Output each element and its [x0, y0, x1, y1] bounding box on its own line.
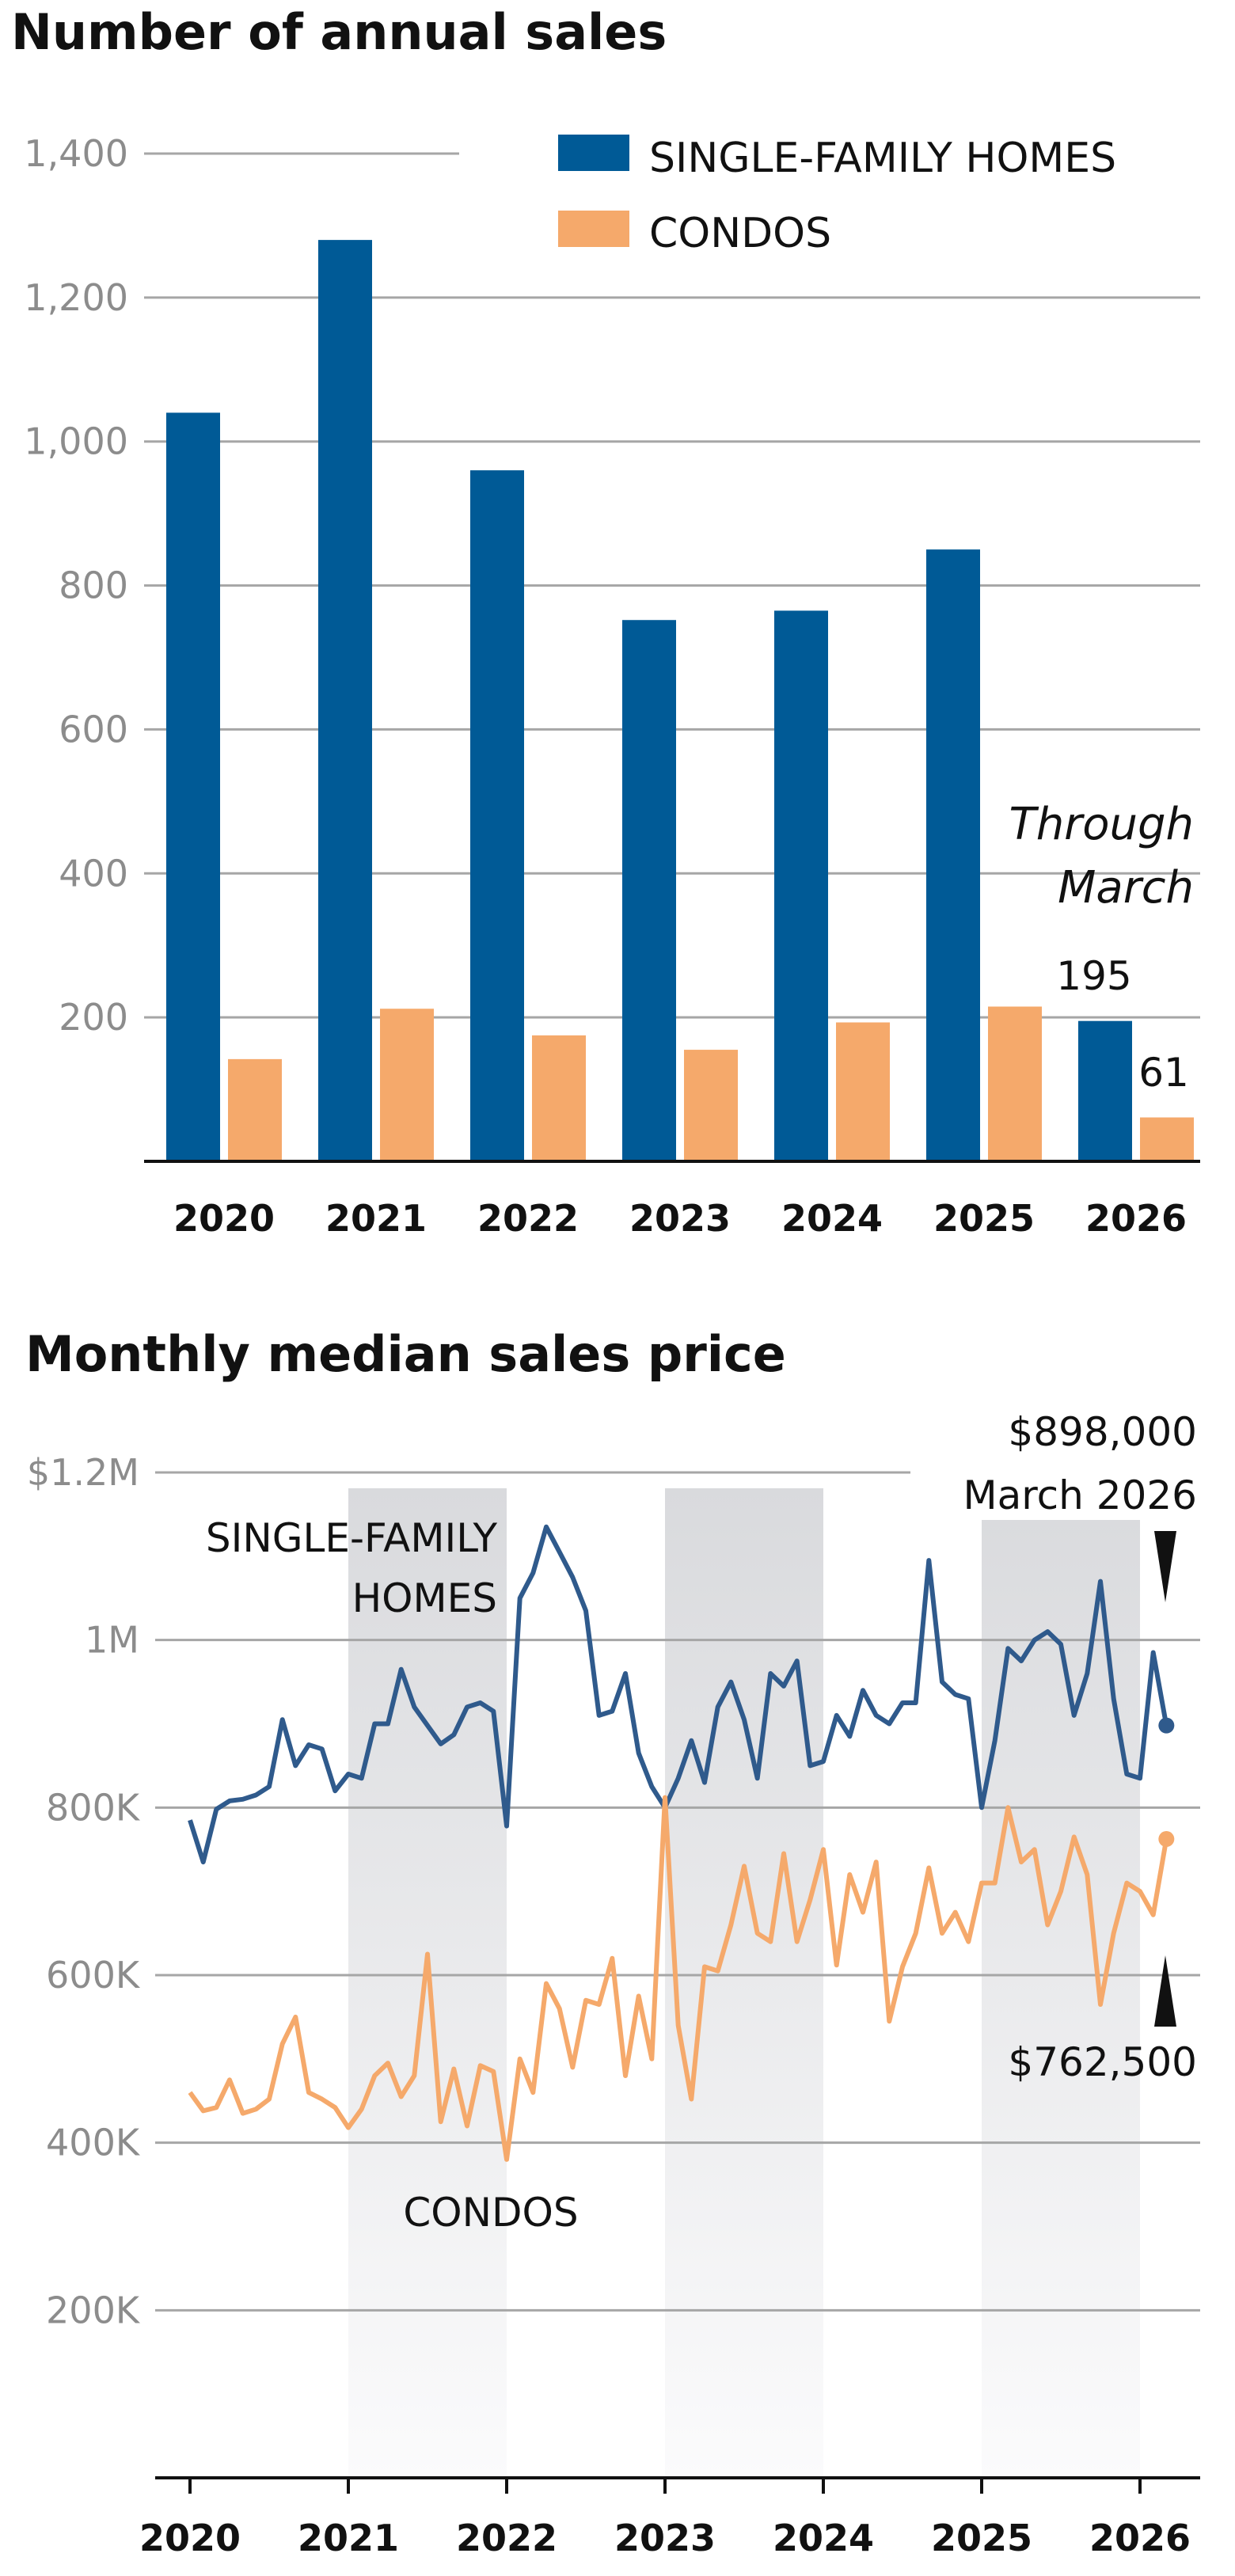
bar-chart-x-ticks: 2020 2021 2022 2023 2024 2025 2026	[173, 1197, 1187, 1240]
condos-bar-2020	[228, 1058, 282, 1161]
bar-y-tick-label: 1,200	[24, 276, 128, 319]
bar-chart-title: Number of annual sales	[11, 3, 667, 61]
bar-y-tick-label: 600	[59, 708, 128, 750]
legend-label-single-family: SINGLE-FAMILY HOMES	[649, 135, 1116, 182]
condos-bar-2022	[532, 1035, 586, 1161]
line-x-tick-label: 2025	[931, 2517, 1032, 2559]
line-chart-title: Monthly median sales price	[25, 1325, 786, 1383]
single-family-bar-2020	[166, 412, 220, 1161]
single-family-last-value: $898,000	[1008, 1409, 1197, 1455]
line-y-tick-label: 600K	[46, 1954, 141, 1997]
legend-swatch-condos	[558, 211, 629, 247]
condos-last-value: $762,500	[1008, 2039, 1197, 2085]
bar-y-tick-label: 800	[59, 564, 128, 607]
line-x-tick-label: 2022	[456, 2517, 557, 2559]
line-x-tick-label: 2021	[298, 2517, 399, 2559]
single-family-last-date: March 2026	[963, 1472, 1197, 1518]
condos-bar-2026	[1140, 1117, 1194, 1161]
bar-y-tick-label: 1,400	[24, 132, 128, 175]
bar-chart-y-ticks: 1,400 1,200 1,000 800 600 400 200	[24, 132, 128, 1039]
condos-2026-label: 61	[1138, 1050, 1189, 1096]
line-chart-x-ticks: 2020 2021 2022 2023 2024 2025 2026	[139, 2478, 1191, 2559]
line-x-tick-label: 2020	[139, 2517, 241, 2559]
bar-x-tick-label: 2026	[1085, 1197, 1187, 1240]
bar-x-tick-label: 2020	[173, 1197, 275, 1240]
condos-pointer-arrow	[1154, 1955, 1176, 2027]
shaded-year-2023	[665, 1488, 823, 2478]
single-family-series-label-line1: SINGLE-FAMILY	[206, 1515, 498, 1561]
single-family-bar-2026	[1078, 1020, 1132, 1161]
line-y-tick-label: 400K	[46, 2122, 141, 2164]
shaded-year-2025	[982, 1488, 1140, 2478]
bar-x-tick-label: 2021	[325, 1197, 427, 1240]
line-x-tick-label: 2024	[773, 2517, 874, 2559]
bar-x-tick-label: 2023	[629, 1197, 731, 1240]
condos-bar-2024	[836, 1022, 890, 1161]
bar-y-tick-label: 200	[59, 996, 128, 1039]
bar-y-tick-label: 1,000	[24, 420, 128, 463]
single-family-bar-2024	[774, 610, 828, 1161]
line-y-tick-label: $1.2M	[27, 1451, 139, 1494]
bar-x-tick-label: 2024	[781, 1197, 883, 1240]
single-family-bar-2023	[622, 620, 676, 1161]
bar-x-tick-label: 2022	[477, 1197, 579, 1240]
condos-price-line	[188, 1795, 1169, 2162]
legend-swatch-single-family	[558, 135, 629, 171]
single-family-2026-label: 195	[1056, 953, 1131, 999]
line-x-tick-label: 2026	[1089, 2517, 1191, 2559]
line-chart-year-shading	[348, 1488, 1140, 2478]
line-x-tick-label: 2023	[614, 2517, 716, 2559]
line-y-tick-label: 1M	[85, 1619, 139, 1662]
single-family-bar-2025	[926, 549, 980, 1161]
single-family-pointer-arrow	[1154, 1531, 1176, 1602]
through-march-note-line2: March	[1058, 862, 1194, 914]
line-y-tick-label: 200K	[46, 2289, 141, 2331]
single-family-price-line	[188, 1524, 1169, 1865]
condos-series-label: CONDOS	[403, 2190, 578, 2236]
condos-bar-2025	[988, 1006, 1042, 1161]
condos-bar-2023	[684, 1050, 738, 1161]
bar-chart-bars	[166, 240, 1194, 1162]
line-chart-y-ticks: $1.2M 1M 800K 600K 400K 200K	[27, 1451, 141, 2331]
condos-bar-2021	[380, 1009, 434, 1161]
through-march-note-line1: Through	[1009, 799, 1194, 850]
bar-y-tick-label: 400	[59, 852, 128, 895]
single-family-series-label-line2: HOMES	[352, 1575, 497, 1621]
line-y-tick-label: 800K	[46, 1786, 141, 1829]
condos-last-point	[1158, 1831, 1175, 1848]
top-annotation-background	[918, 1393, 1219, 1520]
single-family-bar-2021	[318, 240, 372, 1162]
legend-label-condos: CONDOS	[649, 210, 831, 257]
single-family-last-point	[1158, 1717, 1175, 1734]
single-family-bar-2022	[470, 470, 524, 1161]
bar-x-tick-label: 2025	[933, 1197, 1035, 1240]
